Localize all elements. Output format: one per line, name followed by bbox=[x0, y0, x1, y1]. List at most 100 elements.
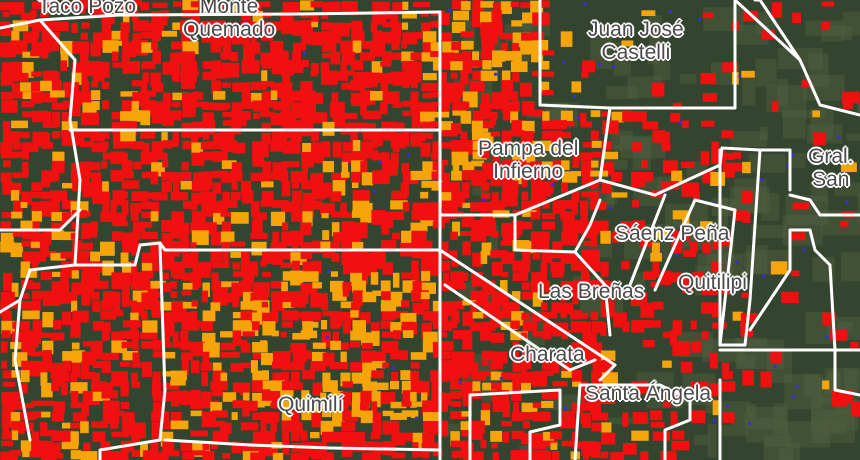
loss-patch-orange bbox=[40, 372, 48, 386]
loss-patch-red bbox=[112, 301, 121, 314]
loss-patch-red bbox=[340, 401, 349, 410]
loss-patch-orange bbox=[301, 271, 319, 282]
loss-patch-orange bbox=[812, 110, 820, 118]
loss-patch-blue bbox=[598, 63, 602, 67]
loss-patch-red bbox=[472, 281, 488, 287]
loss-patch-red bbox=[150, 171, 159, 185]
loss-patch-red bbox=[462, 342, 473, 350]
loss-patch-red bbox=[530, 211, 541, 220]
place-label-line: Las Breñas bbox=[538, 280, 645, 303]
loss-patch-orange bbox=[712, 400, 720, 416]
loss-patch-red bbox=[50, 71, 60, 84]
loss-patch-red bbox=[221, 140, 238, 153]
loss-patch-red bbox=[771, 2, 783, 18]
loss-patch-red bbox=[492, 400, 510, 412]
loss-patch-red bbox=[210, 231, 222, 246]
loss-patch-red bbox=[401, 432, 414, 442]
loss-patch-red bbox=[51, 442, 61, 457]
loss-patch-orange bbox=[572, 381, 582, 387]
loss-patch-red bbox=[91, 142, 107, 153]
loss-patch-red bbox=[391, 22, 402, 36]
land-patch bbox=[649, 15, 662, 49]
loss-patch-red bbox=[512, 72, 520, 82]
loss-patch-red bbox=[102, 201, 110, 213]
loss-patch-red bbox=[230, 241, 246, 247]
loss-patch-orange bbox=[480, 70, 498, 82]
loss-patch-orange bbox=[590, 170, 609, 177]
loss-patch-orange bbox=[540, 81, 550, 93]
loss-patch-red bbox=[350, 131, 358, 142]
loss-patch-red bbox=[110, 410, 125, 417]
land-patch bbox=[610, 130, 633, 150]
loss-patch-red bbox=[120, 22, 130, 33]
loss-patch-red bbox=[371, 370, 384, 379]
loss-patch-red bbox=[722, 371, 733, 380]
loss-patch-red bbox=[402, 201, 410, 212]
loss-patch-red bbox=[240, 280, 252, 295]
loss-patch-red bbox=[722, 362, 730, 374]
loss-patch-red bbox=[132, 230, 141, 241]
loss-patch-red bbox=[81, 402, 89, 416]
loss-patch-red bbox=[460, 70, 469, 85]
land-patch bbox=[590, 36, 612, 69]
loss-patch-red bbox=[1, 360, 8, 369]
loss-patch-red bbox=[612, 231, 620, 243]
loss-patch-orange bbox=[542, 111, 550, 124]
loss-patch-red bbox=[381, 131, 397, 141]
loss-patch-red bbox=[591, 441, 601, 451]
loss-patch-red bbox=[91, 280, 109, 289]
loss-patch-orange bbox=[421, 180, 433, 188]
loss-patch-red bbox=[201, 391, 212, 404]
loss-patch-red bbox=[232, 330, 242, 341]
loss-patch-orange bbox=[161, 30, 178, 37]
loss-patch-red bbox=[21, 100, 35, 108]
loss-patch-orange bbox=[650, 252, 662, 262]
loss-patch-red bbox=[211, 261, 230, 269]
loss-patch-red bbox=[532, 402, 543, 408]
loss-patch-red bbox=[221, 102, 231, 110]
loss-patch-red bbox=[422, 92, 433, 99]
loss-patch-orange bbox=[672, 210, 690, 220]
loss-patch-red bbox=[342, 212, 356, 218]
loss-patch-red bbox=[272, 351, 291, 363]
loss-patch-orange bbox=[30, 241, 40, 248]
loss-patch-red bbox=[240, 180, 252, 195]
loss-patch-orange bbox=[502, 141, 511, 151]
loss-patch-red bbox=[701, 302, 713, 314]
loss-patch-red bbox=[100, 211, 113, 222]
loss-patch-red bbox=[41, 250, 57, 257]
loss-patch-orange bbox=[350, 310, 359, 318]
loss-patch-red bbox=[372, 110, 382, 119]
loss-patch-red bbox=[290, 371, 300, 388]
loss-patch-red bbox=[520, 332, 528, 340]
loss-patch-orange bbox=[490, 371, 503, 381]
loss-patch-red bbox=[250, 442, 265, 453]
loss-patch-red bbox=[791, 270, 800, 277]
loss-patch-red bbox=[122, 300, 138, 307]
loss-patch-red bbox=[111, 371, 128, 382]
loss-patch-orange bbox=[42, 340, 54, 355]
loss-patch-red bbox=[582, 321, 592, 335]
loss-patch-red bbox=[432, 160, 445, 176]
loss-patch-red bbox=[62, 200, 76, 209]
loss-patch-orange bbox=[11, 282, 19, 297]
loss-patch-orange bbox=[210, 302, 221, 312]
loss-patch-red bbox=[82, 341, 96, 347]
loss-patch-red bbox=[141, 80, 148, 95]
loss-patch-red bbox=[31, 1, 45, 10]
loss-patch-red bbox=[330, 242, 340, 249]
loss-patch-red bbox=[202, 71, 217, 81]
place-label-charata: Charata bbox=[510, 343, 585, 366]
loss-patch-orange bbox=[511, 20, 523, 27]
place-label-line: Santa Ángela bbox=[585, 382, 712, 405]
loss-patch-red bbox=[142, 72, 149, 83]
loss-patch-red bbox=[512, 272, 528, 282]
loss-patch-red bbox=[242, 271, 254, 285]
loss-patch-red bbox=[411, 110, 421, 123]
loss-patch-orange bbox=[410, 352, 427, 360]
loss-patch-orange bbox=[122, 350, 139, 361]
loss-patch-orange bbox=[352, 320, 367, 333]
loss-patch-red bbox=[461, 170, 477, 181]
loss-patch-red bbox=[721, 232, 731, 247]
